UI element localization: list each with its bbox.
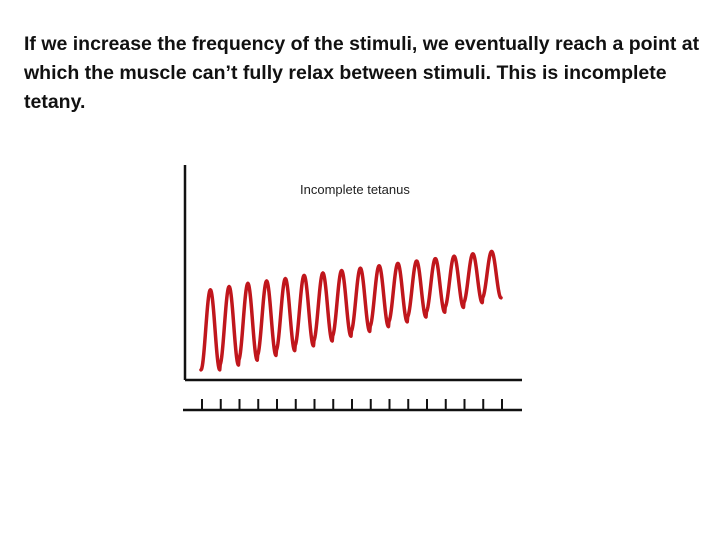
stimulus-marks: [201, 399, 503, 410]
muscle-tension-trace: [199, 249, 503, 372]
chart-title: Incomplete tetanus: [300, 182, 410, 197]
slide-caption: If we increase the frequency of the stim…: [24, 33, 700, 113]
